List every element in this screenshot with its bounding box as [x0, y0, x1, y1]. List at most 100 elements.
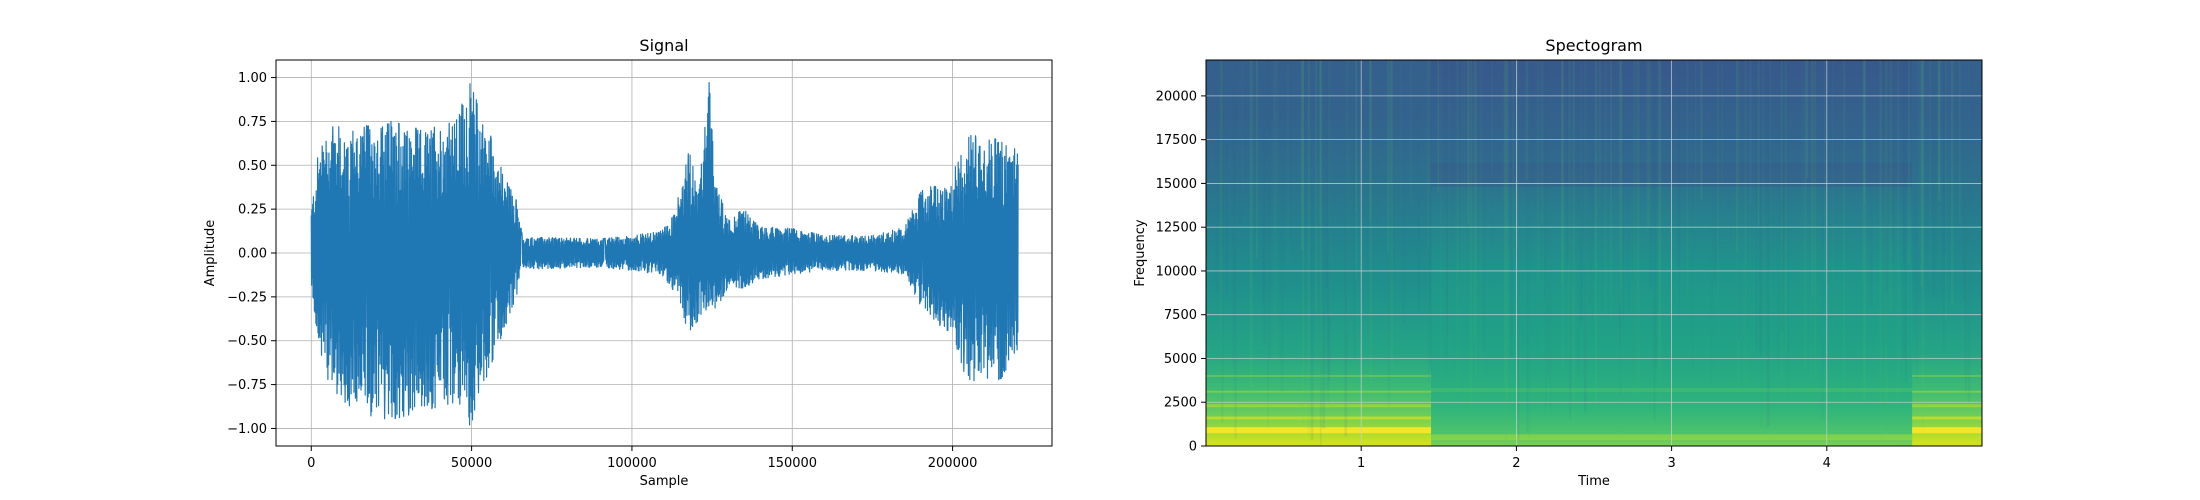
spectrogram-y-tick-label: 7500: [1164, 308, 1197, 323]
spectrogram-texture: [1567, 60, 1571, 356]
spectrogram-texture: [1325, 60, 1328, 288]
spectrogram-texture: [1902, 60, 1904, 360]
spectrogram-texture: [1944, 60, 1947, 321]
spectrogram-texture: [1234, 60, 1237, 197]
spectrogram-texture: [1344, 60, 1348, 437]
spectrogram-texture: [1402, 60, 1405, 325]
spectrogram-texture: [1634, 60, 1638, 248]
spectrogram-texture: [1646, 60, 1649, 229]
spectrogram-texture: [1834, 60, 1837, 184]
spectrogram-texture: [1328, 60, 1331, 319]
spectrogram-texture: [1897, 60, 1900, 433]
spectrogram-texture: [1932, 60, 1935, 294]
spectrogram-harmonic-band: [1206, 390, 1432, 393]
spectrogram-texture: [1305, 60, 1308, 237]
spectrogram-texture: [1885, 60, 1889, 415]
spectrogram-texture: [1627, 60, 1630, 311]
signal-y-tick-label: 1.00: [238, 71, 267, 86]
spectrogram-texture: [1810, 60, 1812, 378]
spectrogram-harmonic-band: [1912, 416, 1982, 420]
spectrogram-x-tick-label: 4: [1823, 456, 1831, 471]
spectrogram-texture: [1220, 60, 1223, 330]
spectrogram-y-tick-label: 5000: [1164, 352, 1197, 367]
spectrogram-texture: [1319, 60, 1322, 445]
spectrogram-texture: [1813, 60, 1817, 378]
spectrogram-texture: [1220, 60, 1223, 375]
spectrogram-texture: [1654, 60, 1658, 366]
spectrogram-texture: [1572, 60, 1575, 285]
spectrogram-texture: [1249, 60, 1253, 405]
spectrogram-texture: [1241, 60, 1243, 192]
spectrogram-texture: [1583, 60, 1587, 413]
spectrogram-texture: [1861, 60, 1864, 286]
spectrogram-texture: [1355, 60, 1357, 280]
spectrogram-texture: [1885, 60, 1888, 294]
spectrogram-texture: [1759, 60, 1761, 355]
spectrogram-texture: [1427, 60, 1430, 382]
spectrogram-texture: [1238, 60, 1242, 226]
spectrogram-texture: [1549, 60, 1552, 412]
spectrogram-texture: [1456, 60, 1459, 392]
spectrogram-chart: Spectogram 1 2 3 4 0 2500 5000 7500 10000 12500 1…: [1133, 36, 1983, 489]
signal-y-tick-label: 0.00: [238, 247, 267, 262]
spectrogram-texture: [1255, 60, 1258, 231]
signal-y-tick-label: −0.75: [227, 378, 267, 393]
spectrogram-texture: [1536, 60, 1540, 287]
signal-y-tick-label: 0.75: [238, 115, 267, 130]
spectrogram-texture: [1757, 60, 1760, 226]
spectrogram-texture: [1869, 60, 1873, 306]
spectrogram-texture: [1691, 60, 1694, 371]
spectrogram-texture: [1620, 60, 1622, 289]
spectrogram-texture: [1597, 60, 1601, 208]
spectrogram-loud-region: [1912, 60, 1982, 446]
spectrogram-texture: [1761, 60, 1764, 350]
spectrogram-texture: [1244, 60, 1247, 177]
spectrogram-texture: [1275, 60, 1279, 371]
spectrogram-texture: [1823, 60, 1826, 283]
spectrogram-texture: [1647, 60, 1651, 227]
spectrogram-texture: [1943, 60, 1945, 353]
spectrogram-texture: [1967, 60, 1970, 214]
spectrogram-texture: [1658, 60, 1662, 370]
spectrogram-texture: [1580, 60, 1583, 322]
spectrogram-texture: [1903, 60, 1907, 361]
signal-title: Signal: [639, 36, 688, 55]
spectrogram-texture: [1326, 60, 1328, 397]
spectrogram-harmonic-band: [1206, 374, 1432, 377]
spectrogram-texture: [1354, 60, 1358, 212]
spectrogram-texture: [1755, 60, 1758, 351]
spectrogram-texture: [1826, 60, 1830, 282]
signal-y-tick-label: −0.25: [227, 290, 267, 305]
signal-x-ticks: 0 50000 100000 150000 200000: [307, 446, 977, 471]
spectrogram-texture: [1964, 60, 1966, 271]
spectrogram-texture: [1463, 60, 1465, 292]
spectrogram-x-tick-label: 3: [1667, 456, 1675, 471]
spectrogram-texture: [1718, 60, 1721, 244]
spectrogram-texture: [1863, 60, 1866, 204]
spectrogram-texture: [1445, 60, 1448, 359]
spectrogram-texture: [1461, 60, 1464, 276]
spectrogram-loud-region: [1206, 60, 1432, 446]
spectrogram-texture: [1735, 60, 1738, 251]
spectrogram-texture: [1967, 60, 1971, 403]
spectrogram-texture: [1963, 60, 1965, 300]
spectrogram-texture: [1826, 60, 1829, 369]
spectrogram-texture: [1762, 60, 1764, 345]
spectrogram-texture: [1769, 60, 1771, 275]
spectrogram-texture: [1318, 60, 1322, 273]
spectrogram-texture: [1721, 60, 1724, 185]
spectrogram-texture: [1806, 60, 1809, 179]
spectrogram-texture: [1711, 60, 1713, 382]
spectrogram-texture: [1577, 60, 1580, 373]
spectrogram-texture: [1801, 60, 1803, 393]
spectrogram-texture: [1584, 60, 1587, 379]
spectrogram-texture: [1266, 60, 1269, 247]
spectrogram-texture: [1467, 60, 1470, 225]
spectrogram-texture: [1580, 60, 1583, 325]
signal-x-tick-label: 100000: [607, 456, 657, 471]
spectrogram-texture: [1889, 60, 1893, 313]
spectrogram-texture: [1937, 60, 1940, 274]
spectrogram-texture: [1561, 60, 1564, 283]
spectrogram-texture: [1700, 60, 1703, 201]
